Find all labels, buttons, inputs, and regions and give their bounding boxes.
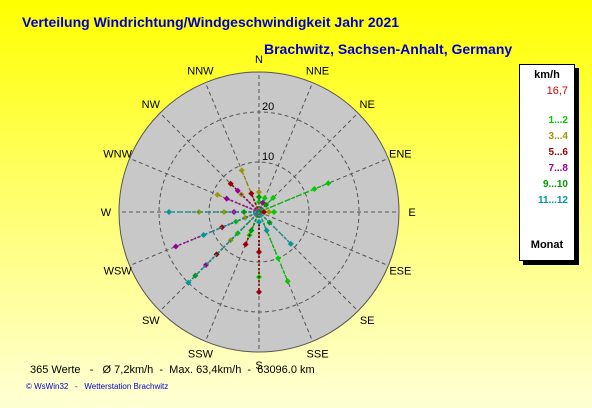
data-point-2-3	[256, 289, 262, 295]
data-point-0-5	[284, 278, 291, 285]
data-point-3-4	[223, 195, 230, 202]
direction-label-ne: NE	[360, 99, 375, 111]
legend-box: km/h 16,7 1...2 3...4 5...6 7...8 9...10…	[519, 64, 575, 261]
direction-label-ene: ENE	[389, 148, 412, 160]
data-point-4-3	[263, 201, 270, 208]
data-point-4-1	[248, 227, 255, 234]
ray-5-2	[258, 211, 292, 245]
data-point-1-5	[242, 214, 249, 221]
data-point-1-7	[266, 209, 272, 215]
data-point-4-5	[241, 209, 247, 215]
legend-unit: km/h	[534, 69, 560, 81]
data-point-1-8	[256, 189, 262, 195]
ray-5-0	[187, 211, 260, 284]
data-point-4-2	[256, 194, 262, 200]
direction-label-ssw: SSW	[188, 348, 214, 360]
direction-label-e: E	[408, 207, 415, 219]
data-point-1-2	[214, 191, 221, 198]
direction-label-wsw: WSW	[104, 266, 133, 278]
radial-tick-10: 10	[262, 151, 274, 163]
data-point-5-3	[263, 227, 270, 234]
legend-class-3: 5...6	[548, 147, 568, 158]
radial-tick-20: 20	[262, 101, 274, 113]
data-point-0-10	[271, 209, 277, 215]
ray-1-0	[241, 170, 260, 213]
ray-2-5	[250, 193, 260, 213]
data-point-2-6	[261, 209, 267, 215]
direction-label-w: W	[101, 207, 112, 219]
data-point-2-5	[248, 190, 255, 197]
direction-label-ese: ESE	[389, 266, 411, 278]
spoke-nne	[258, 82, 314, 213]
data-point-1-0	[238, 167, 245, 174]
data-point-2-4	[242, 241, 249, 248]
spoke-se	[258, 211, 359, 312]
spoke-ese	[258, 211, 389, 267]
direction-label-nnw: NNW	[187, 66, 214, 78]
data-point-2-0	[227, 180, 234, 187]
data-point-1-3	[221, 209, 227, 215]
data-point-5-4	[200, 231, 207, 238]
ray-4-1	[250, 211, 260, 231]
spoke-wnw	[129, 157, 260, 213]
spoke-nnw	[204, 82, 260, 213]
data-point-0-0	[261, 195, 268, 202]
ray-1-2	[217, 194, 260, 213]
data-point-0-2	[325, 180, 332, 187]
data-point-0-3	[311, 186, 318, 193]
spoke-sw	[159, 211, 260, 312]
ray-0-0	[258, 197, 266, 213]
data-point-3-1	[234, 187, 241, 194]
direction-label-n: N	[255, 54, 263, 66]
direction-label-sse: SSE	[307, 348, 329, 360]
direction-label-nne: NNE	[306, 66, 329, 78]
chart-title: Verteilung Windrichtung/Windgeschwindigk…	[22, 14, 400, 30]
summary-stats: 365 Werte - Ø 7,2km/h - Max. 63,4km/h - …	[30, 364, 315, 376]
credit-line: © WsWin32 - Wetterstation Brachwitz	[26, 382, 169, 391]
ray-5-4	[203, 211, 260, 236]
ray-0-3	[258, 188, 315, 213]
direction-label-wnw: WNW	[103, 148, 132, 160]
data-point-5-2	[287, 240, 294, 247]
legend-class-5: 9...10	[542, 179, 568, 190]
ray-5-3	[258, 211, 268, 231]
direction-label-s: S	[255, 360, 262, 372]
data-point-5-5	[256, 219, 262, 225]
data-point-0-1	[270, 194, 277, 201]
legend-footer: Monat	[530, 239, 564, 251]
direction-label-nw: NW	[142, 99, 161, 111]
legend-class-6: 11...12	[537, 195, 568, 206]
data-point-5-0	[185, 279, 192, 286]
direction-label-sw: SW	[142, 315, 160, 327]
spoke-ne	[258, 112, 359, 213]
data-point-5-1	[166, 209, 172, 215]
legend-class-4: 7...8	[548, 163, 568, 174]
ray-3-1	[237, 190, 260, 213]
data-point-3-0	[172, 243, 179, 250]
direction-label-se: SE	[360, 315, 375, 327]
ray-3-4	[226, 197, 260, 213]
legend-max-value: 16,7	[546, 85, 568, 97]
chart-subtitle: Brachwitz, Sachsen-Anhalt, Germany	[264, 41, 513, 57]
legend-class-2: 3...4	[548, 131, 568, 142]
legend-class-1: 1...2	[548, 115, 568, 126]
